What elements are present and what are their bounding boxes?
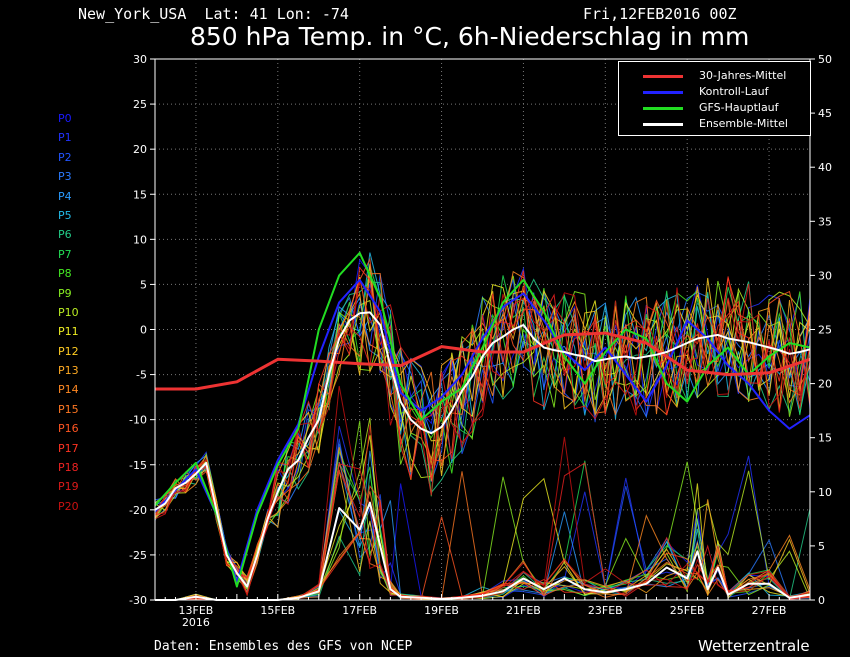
y-left-tick-label: 20 — [133, 143, 147, 156]
legend-entry: 30-Jahres-Mittel — [619, 69, 810, 83]
member-label-p13: P13 — [58, 364, 79, 378]
y-right-tick-label: 35 — [818, 215, 832, 228]
member-label-p3: P3 — [58, 170, 72, 184]
legend-label: Ensemble-Mittel — [699, 117, 788, 130]
legend-swatch — [643, 91, 683, 94]
member-label-p19: P19 — [58, 480, 79, 494]
member-label-p12: P12 — [58, 344, 79, 358]
y-left-tick-label: -20 — [129, 504, 147, 517]
y-right-tick-label: 0 — [818, 594, 825, 607]
series-line-30-jahres-mittel — [155, 331, 811, 391]
member-label-p16: P16 — [58, 422, 79, 436]
member-label-p15: P15 — [58, 402, 79, 416]
y-right-tick-label: 5 — [818, 540, 825, 553]
chart-legend: 30-Jahres-Mittel Kontroll-Lauf GFS-Hauptla… — [618, 61, 811, 136]
y-left-tick-label: 15 — [133, 188, 147, 201]
y-right-tick-label: 40 — [818, 161, 832, 174]
x-tick-label: 15FEB — [260, 604, 295, 617]
y-left-tick-label: -25 — [129, 549, 147, 562]
x-tick-label: 19FEB — [424, 604, 459, 617]
member-label-p0: P0 — [58, 112, 72, 125]
y-left-tick-label: -15 — [129, 459, 147, 472]
latitude-label: Lat: 41 — [204, 5, 268, 23]
member-label-p18: P18 — [58, 461, 79, 475]
y-left-tick-label: -30 — [129, 594, 147, 607]
member-temp-line-P11 — [154, 276, 811, 581]
brand-footer: Wetterzentrale — [698, 637, 810, 655]
member-label-p1: P1 — [58, 131, 72, 145]
legend-label: GFS-Hauptlauf — [699, 101, 779, 114]
series-line-kontroll-lauf — [154, 278, 811, 583]
y-left-tick-label: 25 — [133, 98, 147, 111]
member-label-p20: P20 — [58, 499, 79, 513]
legend-entry: GFS-Hauptlauf — [619, 101, 810, 115]
series-line-ensemble-mittel — [154, 311, 811, 588]
member-temp-line-P7 — [154, 265, 811, 585]
legend-label: 30-Jahres-Mittel — [699, 69, 787, 82]
member-label-p10: P10 — [58, 305, 79, 319]
member-precip-line-P17 — [155, 502, 811, 601]
legend-label: Kontroll-Lauf — [699, 85, 769, 98]
member-label-p6: P6 — [58, 228, 72, 242]
member-temp-line-P12 — [154, 263, 811, 583]
member-label-p8: P8 — [58, 267, 72, 281]
y-left-tick-label: -5 — [136, 369, 147, 382]
y-left-tick-label: 5 — [140, 278, 147, 291]
legend-swatch — [643, 75, 683, 78]
location-header: New_York_USA Lat: 41 Lon: -74 — [78, 5, 349, 23]
x-tick-label: 25FEB — [670, 604, 705, 617]
series-line-ensemble-mittel-niederschlag — [155, 501, 811, 601]
member-label-p5: P5 — [58, 208, 72, 222]
legend-swatch — [643, 123, 683, 126]
ensemble-member-list: P0 P1 P2 P3 P4 P5 P6 P7 P8 P9 P10 P11 P12 P13 P14 P15 P1… — [58, 109, 79, 516]
member-label-p17: P17 — [58, 441, 79, 455]
x-tick-label: 13FEB — [179, 604, 214, 617]
legend-entry: Kontroll-Lauf — [619, 85, 810, 99]
series-line-gfs-hauptlauf — [154, 251, 811, 588]
x-tick-label: 17FEB — [342, 604, 377, 617]
legend-swatch — [643, 107, 683, 110]
y-right-tick-label: 50 — [818, 53, 832, 66]
y-left-tick-label: 10 — [133, 233, 147, 246]
legend-entry: Ensemble-Mittel — [619, 117, 810, 131]
y-left-tick-label: -10 — [129, 414, 147, 427]
y-left-tick-label: 0 — [140, 324, 147, 337]
x-tick-sublabel: 2016 — [182, 616, 210, 629]
location-name: New_York_USA — [78, 5, 187, 23]
run-date: Fri,12FEB2016 00Z — [583, 5, 737, 23]
member-label-p9: P9 — [58, 286, 72, 300]
y-left-tick-label: 30 — [133, 53, 147, 66]
member-label-p4: P4 — [58, 189, 72, 203]
member-temp-line-P15 — [154, 272, 811, 594]
x-tick-label: 21FEB — [506, 604, 541, 617]
x-tick-label: 23FEB — [588, 604, 623, 617]
y-right-tick-label: 45 — [818, 107, 832, 120]
y-right-tick-label: 20 — [818, 378, 832, 391]
y-right-tick-label: 25 — [818, 324, 832, 337]
member-label-p14: P14 — [58, 383, 79, 397]
data-source-footer: Daten: Ensembles des GFS von NCEP — [154, 639, 413, 654]
x-tick-label: 27FEB — [752, 604, 787, 617]
y-right-tick-label: 10 — [818, 486, 832, 499]
chart-title: 850 hPa Temp. in °C, 6h-Niederschlag in … — [190, 22, 750, 51]
member-label-p2: P2 — [58, 150, 72, 164]
longitude-label: Lon: -74 — [276, 5, 349, 23]
y-right-tick-label: 15 — [818, 432, 832, 445]
member-label-p11: P11 — [58, 325, 79, 339]
y-right-tick-label: 30 — [818, 269, 832, 282]
member-label-p7: P7 — [58, 247, 72, 261]
